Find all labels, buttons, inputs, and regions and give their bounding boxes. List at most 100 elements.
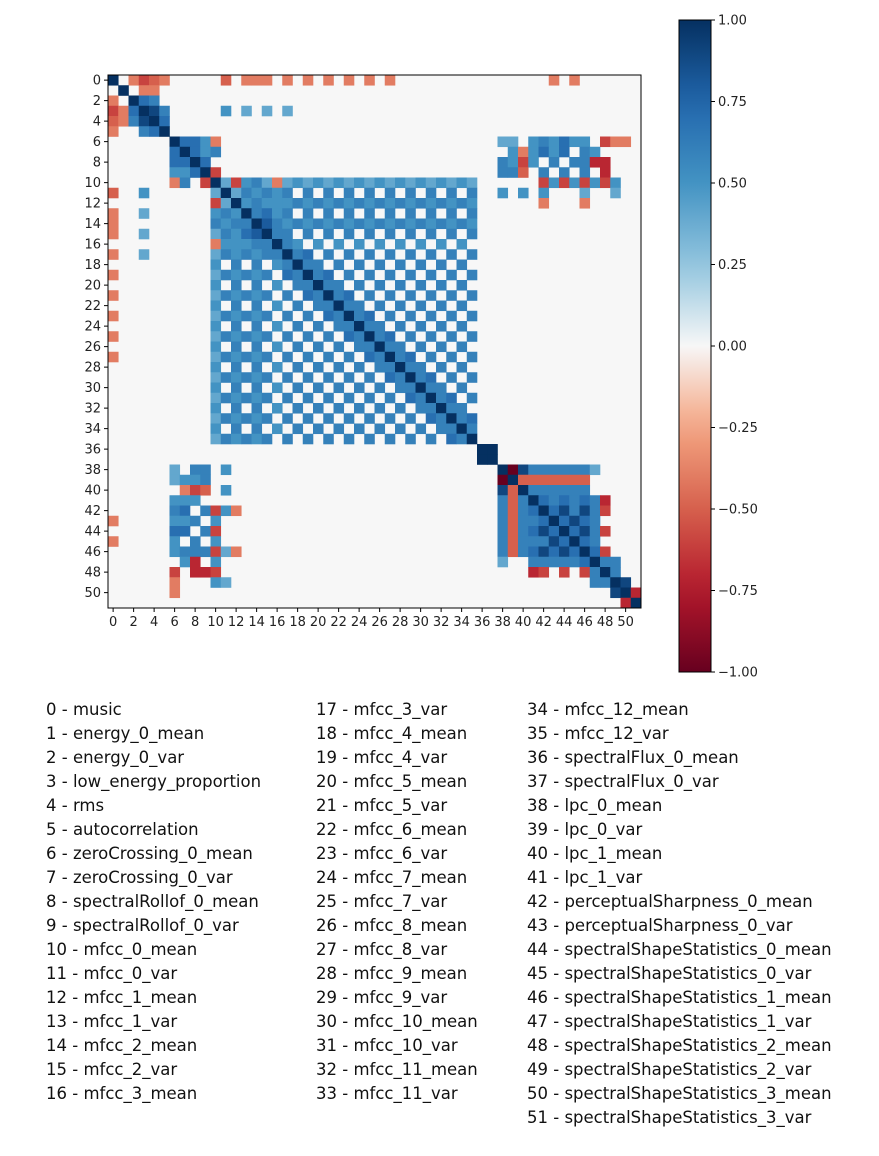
- heatmap-cell: [610, 577, 621, 588]
- legend-item: 31 - mfcc_10_var: [316, 1036, 458, 1055]
- heatmap-cell: [313, 177, 324, 189]
- heatmap-cell: [210, 556, 222, 568]
- heatmap-cell: [497, 464, 509, 476]
- heatmap-cell: [169, 146, 181, 158]
- heatmap-cell: [220, 310, 232, 322]
- heatmap-cell: [548, 136, 560, 148]
- heatmap-cell: [548, 75, 560, 86]
- y-tick-label: 20: [84, 279, 101, 294]
- heatmap-cell: [241, 310, 252, 322]
- heatmap-cell: [518, 187, 529, 199]
- heatmap-cell: [282, 290, 293, 301]
- heatmap-cell: [179, 485, 191, 496]
- heatmap-cell: [528, 464, 539, 476]
- heatmap-cell: [354, 382, 365, 394]
- heatmap-cell: [313, 300, 324, 312]
- legend-item: 11 - mfcc_0_var: [46, 964, 178, 983]
- y-tick-label: 6: [93, 135, 101, 150]
- heatmap-cell: [528, 505, 539, 517]
- heatmap-cell: [374, 218, 386, 230]
- heatmap-cell: [272, 218, 283, 230]
- heatmap-cell: [456, 433, 468, 445]
- heatmap-cell: [436, 321, 447, 332]
- legend-column-1: 0 - music 1 - energy_0_mean 2 - energy_0_v…: [46, 698, 261, 1106]
- heatmap-cell: [436, 280, 447, 291]
- heatmap-cell: [425, 177, 437, 189]
- heatmap-cell: [282, 105, 293, 117]
- heatmap-cell: [343, 433, 355, 445]
- heatmap-cell: [374, 382, 386, 394]
- heatmap-cell: [333, 403, 345, 414]
- heatmap-cell: [179, 157, 191, 168]
- x-tick-label: 28: [392, 615, 409, 630]
- heatmap-cell: [600, 167, 611, 178]
- heatmap-cell: [179, 515, 191, 527]
- heatmap-cell: [220, 546, 232, 558]
- heatmap-cell: [507, 546, 519, 558]
- x-tick-label: 26: [371, 615, 388, 630]
- colorbar-tick-label: 1.00: [718, 14, 747, 29]
- heatmap-cell: [466, 290, 478, 301]
- heatmap-cell: [292, 362, 304, 373]
- heatmap-cell: [569, 526, 580, 537]
- heatmap-cell: [333, 300, 345, 312]
- heatmap-cell: [589, 567, 601, 578]
- heatmap-cell: [231, 362, 242, 373]
- heatmap-cell: [343, 208, 355, 219]
- heatmap-cell: [425, 433, 437, 445]
- heatmap-cell: [425, 413, 437, 424]
- heatmap-cell: [600, 567, 611, 578]
- heatmap-cell: [210, 269, 222, 281]
- legend-item: 8 - spectralRollof_0_mean: [46, 892, 259, 911]
- heatmap-cell: [507, 146, 519, 158]
- x-tick-label: 8: [191, 615, 199, 630]
- heatmap-cell: [384, 228, 396, 240]
- heatmap-cell: [579, 474, 591, 486]
- heatmap-cell: [415, 382, 427, 394]
- heatmap-cell: [323, 351, 334, 363]
- legend-item: 13 - mfcc_1_var: [46, 1012, 178, 1031]
- heatmap-cell: [538, 136, 550, 148]
- heatmap-cell: [190, 556, 201, 568]
- heatmap-cell: [169, 505, 181, 517]
- heatmap-cell: [282, 218, 293, 230]
- heatmap-cell: [436, 403, 447, 414]
- legend-item: 34 - mfcc_12_mean: [527, 700, 689, 719]
- heatmap-cell: [302, 280, 314, 291]
- heatmap-cell: [405, 269, 416, 281]
- heatmap-cell: [179, 474, 191, 486]
- heatmap-cell: [497, 485, 509, 496]
- heatmap-cell: [395, 280, 406, 291]
- heatmap-cell: [231, 310, 242, 322]
- heatmap-cell: [579, 495, 591, 506]
- heatmap-cell: [579, 515, 591, 527]
- heatmap-cell: [528, 567, 539, 578]
- y-tick-label: 0: [93, 74, 101, 89]
- heatmap-cell: [425, 187, 437, 199]
- heatmap-cell: [518, 485, 529, 496]
- heatmap-cell: [128, 116, 140, 127]
- heatmap-cell: [446, 187, 457, 199]
- y-tick-label: 22: [84, 299, 101, 314]
- heatmap-cell: [190, 167, 201, 178]
- heatmap-cell: [364, 433, 375, 445]
- heatmap-cell: [579, 157, 591, 168]
- colorbar-tick-label: 0.00: [718, 340, 747, 355]
- heatmap-cell: [446, 218, 457, 230]
- heatmap-cell: [538, 187, 550, 199]
- y-tick-label: 24: [84, 320, 101, 335]
- heatmap-cell: [179, 505, 191, 517]
- legend-item: 5 - autocorrelation: [46, 820, 199, 839]
- heatmap-cell: [200, 474, 211, 486]
- heatmap-cell: [179, 146, 191, 158]
- x-tick-label: 10: [207, 615, 224, 630]
- heatmap-cell: [425, 403, 437, 414]
- heatmap-cell: [333, 280, 345, 291]
- heatmap-cell: [231, 392, 242, 404]
- heatmap-cell: [589, 556, 601, 568]
- heatmap-cell: [220, 249, 232, 260]
- y-tick-label: 42: [84, 504, 101, 519]
- heatmap-cell: [548, 515, 560, 527]
- heatmap-cell: [364, 177, 375, 189]
- heatmap-cell: [261, 290, 273, 301]
